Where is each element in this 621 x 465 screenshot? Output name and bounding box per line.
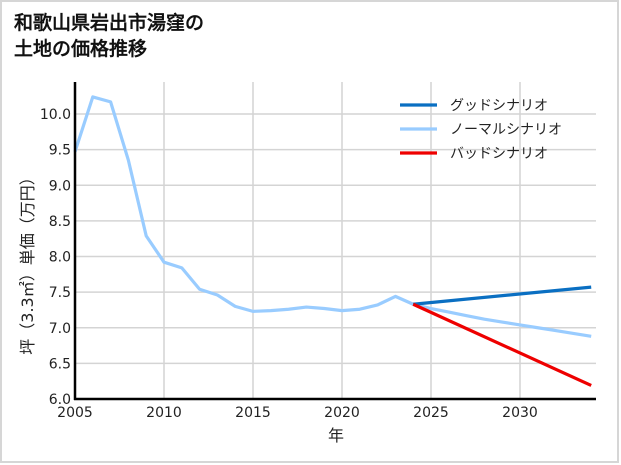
series-line <box>413 285 592 306</box>
x-tick-label: 2010 <box>146 405 182 421</box>
chart-title: 和歌山県岩出市湯窪の 土地の価格推移 <box>14 10 204 62</box>
legend-label: ノーマルシナリオ <box>450 122 562 138</box>
y-tick-label: 6.0 <box>49 392 71 408</box>
legend-item: バッドシナリオ <box>400 146 548 162</box>
y-tick-label: 8.0 <box>49 250 71 266</box>
x-axis-label: 年 <box>328 426 344 445</box>
x-tick-label: 2030 <box>502 405 538 421</box>
y-tick-label: 6.5 <box>49 356 71 372</box>
y-axis-label: 坪（3.3㎡）単価（万円） <box>18 169 37 354</box>
legend-item: グッドシナリオ <box>400 98 548 114</box>
x-tick-labels: 2005 2010 2015 2020 2025 2030 <box>57 405 538 421</box>
legend-label: グッドシナリオ <box>450 98 548 114</box>
series-line <box>73 95 592 338</box>
series-line <box>412 302 592 387</box>
x-tick-label: 2025 <box>413 405 449 421</box>
y-tick-label: 7.5 <box>49 285 71 301</box>
title-line-2: 土地の価格推移 <box>14 38 148 60</box>
legend-label: バッドシナリオ <box>450 146 548 162</box>
y-tick-label: 9.0 <box>49 178 71 194</box>
data-lines <box>73 95 592 387</box>
y-tick-label: 7.0 <box>49 321 71 337</box>
x-tick-label: 2015 <box>235 405 271 421</box>
y-tick-labels: 6.0 6.5 7.0 7.5 8.0 8.5 9.0 9.5 10.0 <box>40 107 71 408</box>
x-tick-label: 2020 <box>324 405 360 421</box>
x-tick-label: 2005 <box>57 405 93 421</box>
y-tick-label: 8.5 <box>49 214 71 230</box>
title-line-1: 和歌山県岩出市湯窪の <box>14 12 205 34</box>
legend-item: ノーマルシナリオ <box>400 122 562 138</box>
axes <box>73 82 596 401</box>
y-tick-label: 9.5 <box>49 143 71 159</box>
y-tick-label: 10.0 <box>40 107 71 123</box>
